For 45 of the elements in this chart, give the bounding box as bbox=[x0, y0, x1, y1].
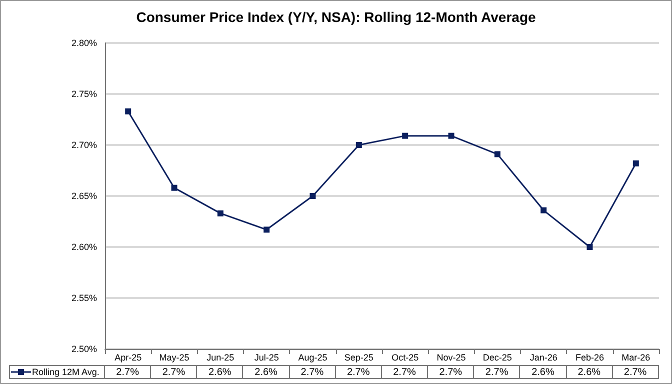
data-label: 2.7% bbox=[474, 366, 520, 378]
x-tick-label: Jan-26 bbox=[530, 352, 558, 362]
point bbox=[125, 108, 132, 114]
y-tick-label: 2.60% bbox=[71, 242, 97, 252]
x-tick-label: Feb-26 bbox=[575, 352, 604, 362]
data-label: 2.6% bbox=[196, 366, 243, 378]
data-label: 2.7% bbox=[150, 366, 197, 378]
x-tick-label: Apr-25 bbox=[114, 352, 142, 362]
point bbox=[356, 142, 362, 148]
data-label: 2.7% bbox=[612, 366, 658, 378]
legend-label: Rolling 12M Avg. bbox=[32, 366, 100, 376]
x-tick-label: Jul-25 bbox=[254, 352, 279, 362]
y-tick-label: 2.75% bbox=[71, 89, 97, 99]
x-tick-label: Oct-25 bbox=[392, 352, 419, 362]
data-label: 2.6% bbox=[242, 366, 290, 378]
point bbox=[217, 210, 224, 216]
point bbox=[494, 151, 500, 158]
data-label: 2.7% bbox=[381, 366, 428, 378]
point bbox=[448, 132, 454, 139]
y-tick-label: 2.70% bbox=[71, 140, 97, 150]
x-tick-label: Dec-25 bbox=[482, 352, 512, 362]
y-tick-label: 2.65% bbox=[71, 191, 97, 201]
point bbox=[632, 160, 639, 166]
y-tick-label: 2.50% bbox=[71, 344, 97, 354]
x-tick-label: Sep-25 bbox=[344, 352, 374, 362]
data-label: 2.6% bbox=[520, 366, 566, 378]
point bbox=[310, 193, 316, 199]
data-label: 2.7% bbox=[289, 366, 336, 378]
x-tick-label: Mar-26 bbox=[622, 352, 650, 362]
point bbox=[171, 184, 178, 191]
y-tick-label: 2.80% bbox=[71, 38, 97, 48]
data-label: 2.6% bbox=[566, 366, 612, 378]
data-label: 2.7% bbox=[428, 366, 474, 378]
x-tick-label: Nov-25 bbox=[436, 352, 466, 362]
point bbox=[402, 132, 408, 139]
point bbox=[586, 244, 593, 250]
point bbox=[540, 207, 547, 214]
data-label: 2.7% bbox=[335, 366, 382, 378]
data-label: 2.7% bbox=[104, 366, 151, 378]
x-tick-label: Aug-25 bbox=[298, 352, 328, 362]
y-tick-label: 2.55% bbox=[71, 293, 97, 303]
x-tick-label: May-25 bbox=[159, 352, 190, 362]
x-tick-label: Jun-25 bbox=[206, 352, 234, 362]
chart-title: Consumer Price Index (Y/Y, NSA): Rolling 12-Month Average bbox=[136, 9, 536, 25]
point bbox=[264, 226, 270, 233]
